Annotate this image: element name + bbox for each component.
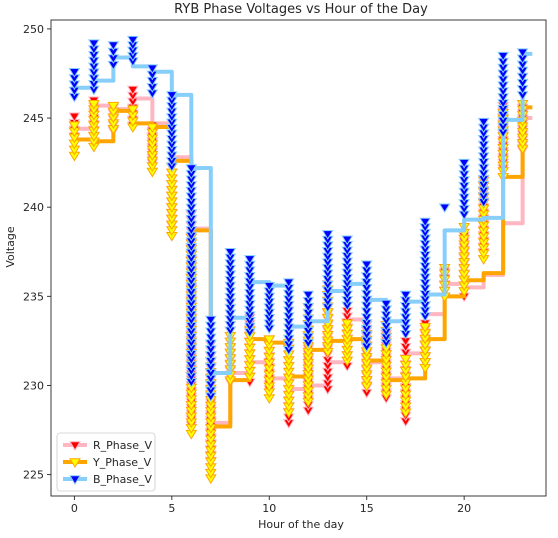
legend-swatch-marker [69,458,81,468]
data-point [302,290,315,301]
y-axis-label: Voltage [4,226,17,267]
y-tick-label: 225 [23,469,44,482]
y-tick-label: 240 [23,201,44,214]
y-tick-label: 250 [23,23,44,36]
data-point [107,41,120,51]
data-point [321,230,334,240]
data-point [224,248,237,258]
y-tick-label: 230 [23,379,44,392]
data-point [341,235,354,246]
data-point [477,117,490,128]
legend-label: Y_Phase_V [92,456,152,469]
data-point [516,48,529,59]
x-tick-label: 10 [262,502,276,515]
data-point [399,290,412,301]
data-point [68,121,81,132]
chart-title: RYB Phase Voltages vs Hour of the Day [174,2,428,17]
data-point [438,203,451,214]
data-point [146,123,159,133]
legend-swatch-marker [69,441,81,451]
legend [56,432,156,492]
legend-label: R_Phase_V [93,439,152,452]
data-point [126,105,139,116]
y-tick-label: 235 [23,290,44,303]
x-tick-label: 5 [168,502,175,515]
data-point [243,255,256,265]
x-tick-label: 0 [71,502,78,515]
data-point [107,101,120,112]
data-point [126,35,139,46]
data-point [87,100,100,110]
legend-swatch-marker [69,475,81,485]
x-axis-label: Hour of the day [258,518,344,531]
data-point [68,67,81,78]
data-point [263,281,276,292]
data-point [126,85,139,96]
data-point [497,51,510,62]
data-point [282,278,295,289]
data-point [263,335,276,346]
data-point [380,299,393,310]
data-point [204,315,217,326]
data-point [399,354,412,365]
x-tick-label: 15 [360,502,374,515]
data-point [185,164,198,174]
legend-label: B_Phase_V [93,473,152,486]
series-Y_Phase_V [68,100,533,485]
data-point [165,91,178,101]
data-point [87,39,100,50]
data-point [419,217,432,228]
data-point [458,158,471,169]
x-tick-label: 20 [457,502,471,515]
data-point [341,319,354,330]
series-B_Phase_V [68,35,533,403]
data-point [360,260,373,271]
plot-area-frame [50,19,547,497]
y-tick-label: 245 [23,112,44,125]
data-point [68,112,81,123]
data-point [419,322,432,333]
data-point [146,64,159,75]
